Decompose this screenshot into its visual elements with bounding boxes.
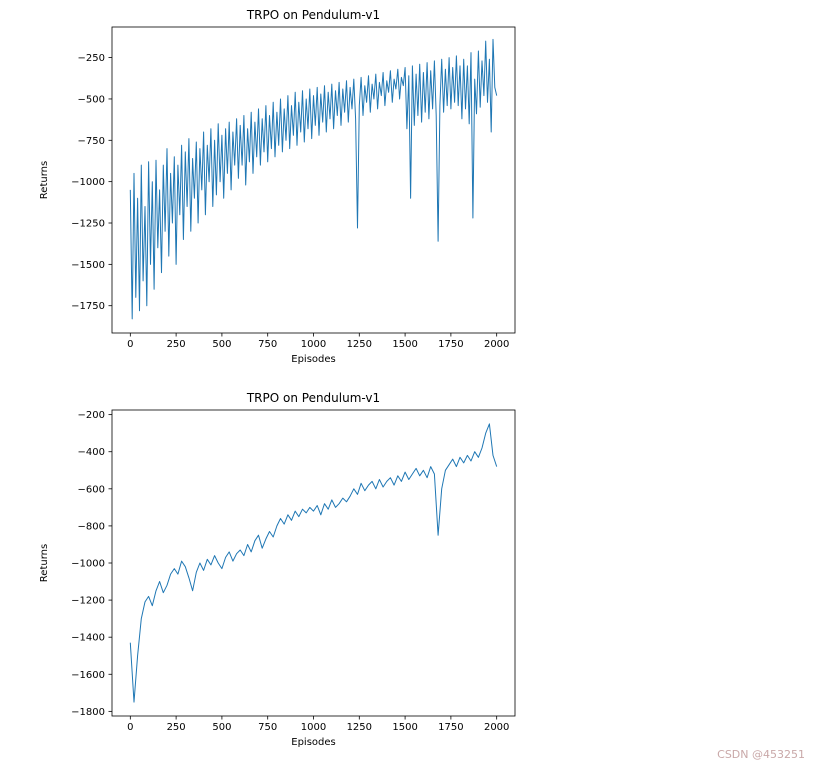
y-axis-label: Returns [39,161,50,199]
y-tick-label: −400 [78,447,105,458]
y-tick-label: −1800 [71,707,105,718]
x-tick-label: 1500 [392,339,417,350]
x-tick-label: 250 [167,339,186,350]
y-tick-label: −1000 [71,559,105,570]
plot-area [111,26,516,334]
x-axis-label: Episodes [291,737,335,748]
x-tick-label: 750 [258,722,277,733]
x-tick-label: 0 [127,339,133,350]
y-tick-label: −200 [78,410,105,421]
x-tick-label: 1000 [301,339,326,350]
x-tick-label: 1250 [347,339,372,350]
y-tick-label: −1400 [71,633,105,644]
x-tick-label: 1500 [392,722,417,733]
returns-line-series [129,38,498,320]
x-tick-label: 250 [167,722,186,733]
y-tick-label: −1000 [71,177,105,188]
x-tick-label: 1000 [301,722,326,733]
x-tick-label: 500 [212,722,231,733]
y-tick-label: −600 [78,484,105,495]
x-tick-label: 500 [212,339,231,350]
y-tick-label: −500 [78,94,105,105]
y-tick-label: −1600 [71,670,105,681]
chart-title: TRPO on Pendulum-v1 [246,391,380,405]
returns-line-series [129,423,498,703]
y-tick-label: −250 [78,53,105,64]
x-axis-label: Episodes [291,354,335,365]
y-axis-label: Returns [39,544,50,582]
chart-raw-returns-canvas: 0 250 500 750 1000 1250 1500 1750 2000 −250 −500 −7… [39,8,516,365]
chart-smoothed-returns-canvas: 0 250 500 750 1000 1250 1500 1750 2000 −200 −400 −6… [39,391,516,748]
chart-title: TRPO on Pendulum-v1 [246,8,380,22]
y-tick-label: −1200 [71,596,105,607]
y-tick-label: −1750 [71,301,105,312]
y-tick-label: −1500 [71,260,105,271]
y-tick-label: −800 [78,521,105,532]
x-tick-label: 1250 [347,722,372,733]
x-tick-label: 750 [258,339,277,350]
x-tick-label: 2000 [484,722,509,733]
x-tick-label: 0 [127,722,133,733]
plot-area [111,409,516,717]
watermark: CSDN @453251 [717,748,805,761]
chart-smoothed-returns: 0 250 500 750 1000 1250 1500 1750 2000 −200 −400 −6… [0,388,530,760]
y-tick-label: −1250 [71,219,105,230]
chart-raw-returns: 0 250 500 750 1000 1250 1500 1750 2000 −250 −500 −7… [0,5,530,377]
x-tick-label: 2000 [484,339,509,350]
x-tick-label: 1750 [438,339,463,350]
x-tick-label: 1750 [438,722,463,733]
y-tick-label: −750 [78,136,105,147]
